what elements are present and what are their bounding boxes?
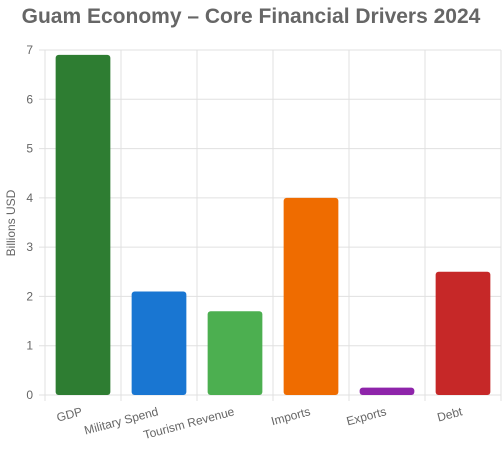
x-tick-label: GDP: [55, 404, 84, 424]
y-tick-label: 7: [26, 43, 33, 57]
bar: [55, 54, 111, 396]
bar: [283, 197, 339, 395]
y-tick-label: 2: [26, 289, 33, 303]
y-tick-label: 1: [26, 339, 33, 353]
grid: [39, 49, 502, 401]
x-tick-label: Imports: [270, 404, 312, 428]
bar: [435, 271, 491, 395]
x-tick-label: Exports: [345, 404, 388, 428]
y-tick-label: 5: [26, 142, 33, 156]
bars: [55, 54, 491, 396]
y-tick-label: 0: [26, 388, 33, 402]
x-tick-label: Debt: [436, 404, 465, 424]
bar: [359, 387, 415, 395]
y-tick-label: 4: [26, 191, 33, 205]
bar: [131, 291, 187, 395]
bar: [207, 311, 263, 395]
y-tick-label: 6: [26, 92, 33, 106]
y-axis-label: Billions USD: [4, 189, 18, 256]
chart-title: Guam Economy – Core Financial Drivers 20…: [21, 5, 481, 28]
y-tick-label: 3: [26, 240, 33, 254]
y-axis-ticks: 0 1 2 3 4 5 6 7: [26, 43, 33, 402]
